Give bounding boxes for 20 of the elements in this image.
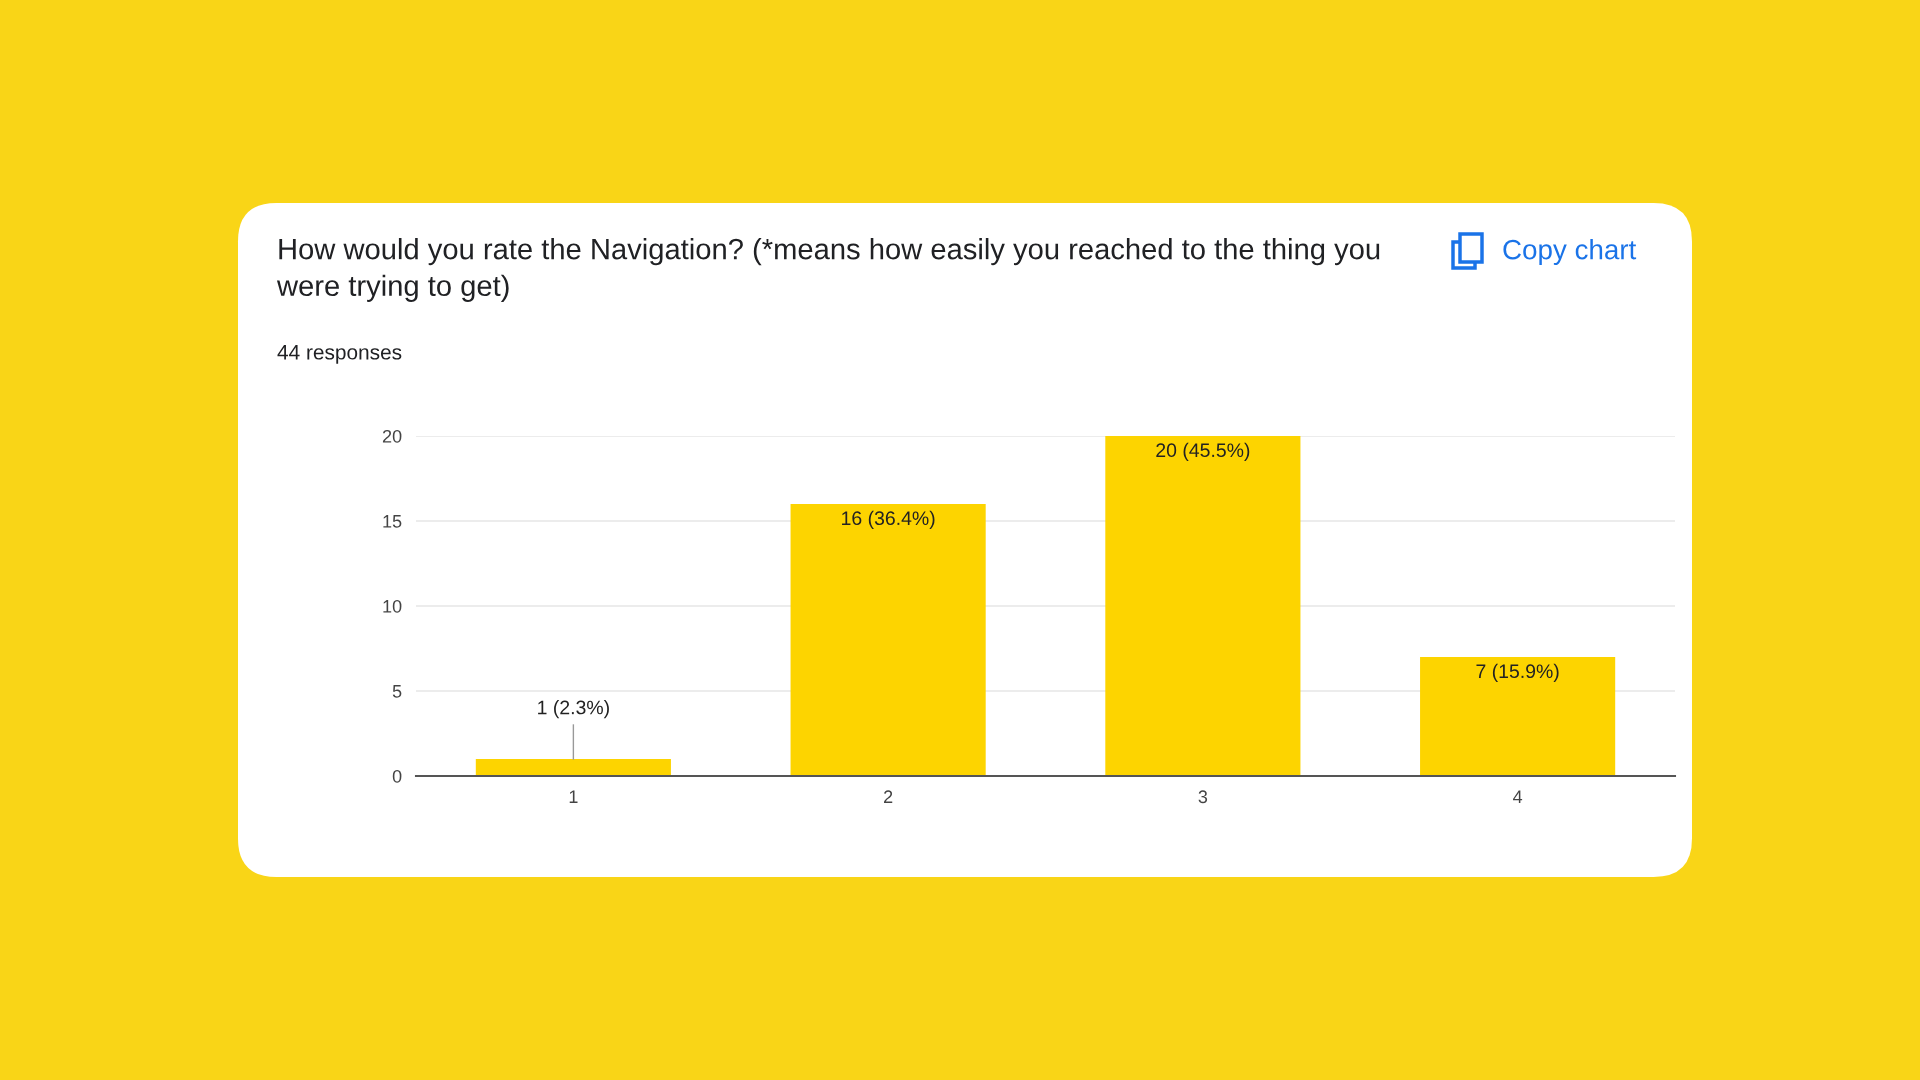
data-label: 1 (2.3%) — [538, 700, 609, 719]
x-tick-label: 1 — [569, 790, 578, 803]
bar — [1420, 657, 1616, 776]
y-tick-label: 10 — [383, 599, 402, 613]
data-label: 20 (45.5%) — [1156, 442, 1250, 461]
y-tick-label: 0 — [392, 769, 402, 783]
y-tick-label: 15 — [383, 515, 402, 528]
data-label: 16 (36.4%) — [842, 510, 935, 529]
chart-title: How would you rate the Navigation? (*means how easily you reached to the thing you were trying to get) — [276, 238, 1380, 302]
data-label: 7 (15.9%) — [1476, 663, 1559, 682]
y-tick-label: 20 — [382, 429, 402, 443]
x-tick-label: 4 — [1513, 790, 1523, 803]
bar — [475, 759, 671, 776]
chart-subtitle: 44 responses — [277, 345, 402, 364]
y-tick-label: 5 — [392, 685, 402, 698]
x-tick-label: 3 — [1198, 790, 1208, 804]
bar — [790, 504, 986, 776]
x-tick-label: 2 — [884, 790, 893, 803]
bar — [1105, 436, 1301, 776]
text: Copy chart — [1503, 239, 1637, 265]
